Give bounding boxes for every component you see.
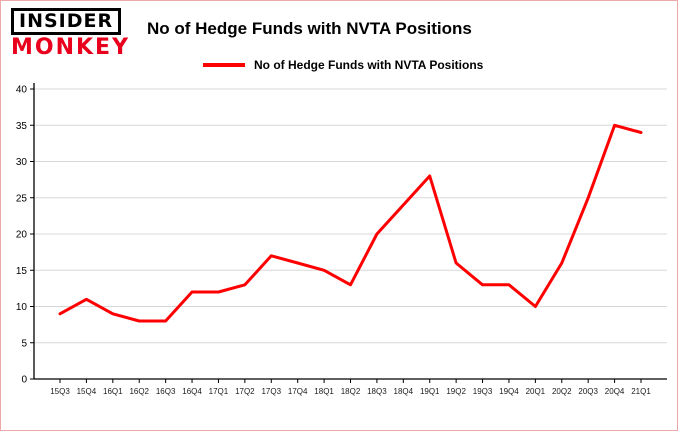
y-tick-label: 20 — [16, 230, 28, 241]
x-tick-label: 20Q4 — [605, 387, 625, 396]
y-tick-label: 35 — [16, 121, 28, 132]
chart-title: No of Hedge Funds with NVTA Positions — [147, 19, 472, 38]
x-tick-label: 19Q2 — [446, 387, 466, 396]
x-tick-label: 16Q4 — [182, 387, 202, 396]
x-tick-label: 15Q3 — [50, 387, 70, 396]
x-tick-label: 18Q1 — [314, 387, 334, 396]
y-tick-label: 40 — [16, 85, 28, 96]
legend: No of Hedge Funds with NVTA Positions — [203, 58, 483, 72]
y-tick-label: 30 — [16, 157, 28, 168]
x-tick-label: 20Q2 — [552, 387, 572, 396]
x-tick-label: 16Q1 — [103, 387, 123, 396]
line-chart: 0 5 10 15 20 25 30 35 40 15Q3 15Q4 16Q1 16Q2 16Q3 16Q4… — [16, 83, 667, 396]
x-tick-label: 21Q1 — [631, 387, 651, 396]
x-tick-label: 18Q3 — [367, 387, 387, 396]
y-tick-label: 10 — [16, 302, 28, 313]
x-tick-label: 19Q1 — [420, 387, 440, 396]
logo-insider-text: INSIDER — [11, 8, 122, 35]
x-tick-label: 18Q4 — [394, 387, 414, 396]
x-tick-label: 17Q1 — [209, 387, 229, 396]
insider-monkey-logo: INSIDER MONKEY — [11, 8, 130, 59]
logo-monkey-text: MONKEY — [11, 35, 131, 60]
y-tick-label: 5 — [21, 338, 27, 349]
x-tick-label: 17Q4 — [288, 387, 308, 396]
x-tick-label: 15Q4 — [77, 387, 97, 396]
legend-line-swatch — [203, 63, 245, 67]
y-tick-label: 0 — [21, 375, 27, 386]
x-tick-label: 16Q3 — [156, 387, 176, 396]
y-tick-label: 15 — [16, 266, 28, 277]
x-tick-label: 20Q3 — [578, 387, 598, 396]
x-tick-label: 19Q4 — [499, 387, 519, 396]
legend-label: No of Hedge Funds with NVTA Positions — [254, 58, 484, 72]
x-tick-label: 16Q2 — [129, 387, 149, 396]
series-line — [58, 123, 643, 323]
x-tick-label: 18Q2 — [341, 387, 361, 396]
x-tick-label: 17Q3 — [261, 387, 281, 396]
x-tick-label: 19Q3 — [473, 387, 493, 396]
y-tick-label: 25 — [16, 193, 28, 204]
x-tick-label: 17Q2 — [235, 387, 255, 396]
x-tick-label: 20Q1 — [526, 387, 546, 396]
